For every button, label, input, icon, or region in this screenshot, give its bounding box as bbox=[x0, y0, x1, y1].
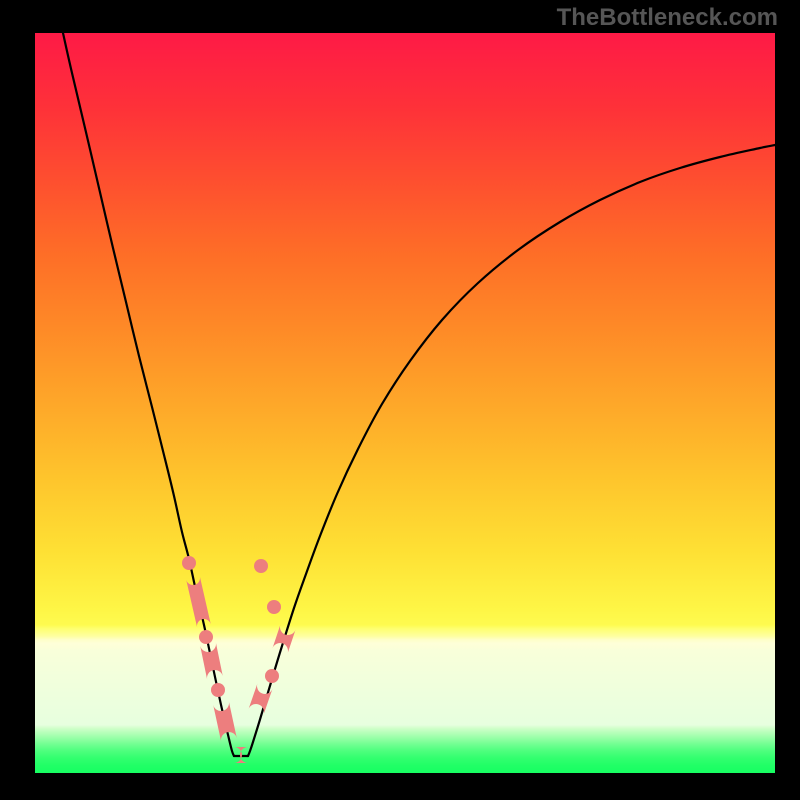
watermark-text: TheBottleneck.com bbox=[557, 4, 778, 32]
plot-gradient-background bbox=[35, 33, 775, 773]
chart-stage: TheBottleneck.com bbox=[0, 0, 800, 800]
